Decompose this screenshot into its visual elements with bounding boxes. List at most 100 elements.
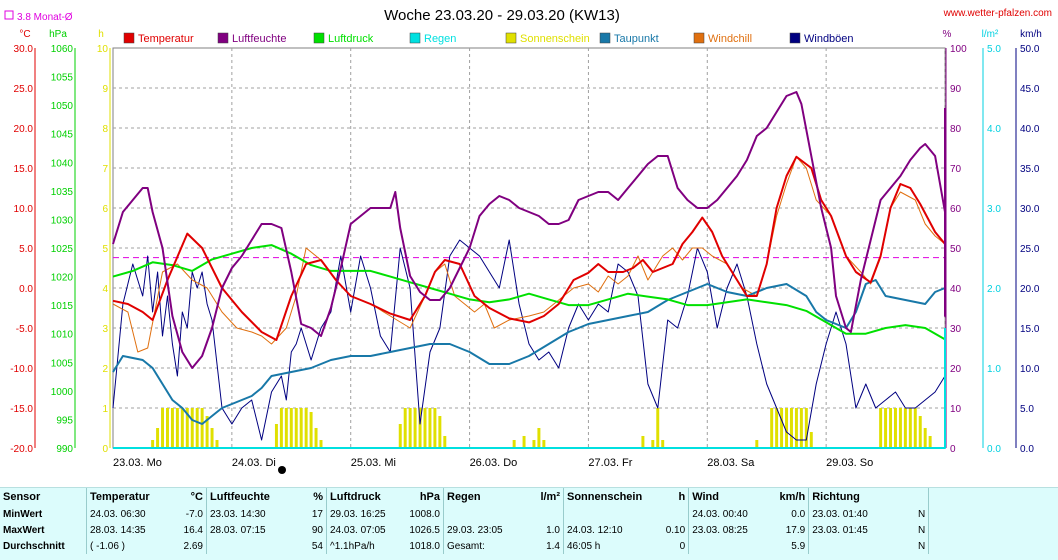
hpa-tick-label: 1035 — [51, 187, 74, 198]
rain-tick-label: 3.0 — [987, 204, 1001, 215]
sunshine-bar — [428, 408, 432, 448]
sunshine-bar — [408, 408, 412, 448]
chart-grid — [112, 47, 946, 449]
cell — [520, 506, 564, 522]
cell: 0.10 — [665, 524, 686, 536]
temp-tick-label: -20.0 — [10, 444, 33, 455]
sunshine-bar — [532, 440, 536, 448]
plot-area — [112, 91, 946, 449]
sun-tick-label: 5 — [102, 244, 108, 255]
sunshine-bar — [893, 408, 897, 448]
hpa-tick-label: 995 — [56, 415, 73, 426]
sunshine-bar — [165, 408, 169, 448]
sunshine-bar — [433, 408, 437, 448]
sunshine-bar — [190, 408, 194, 448]
day-label: 26.03. Do — [470, 457, 518, 469]
cell — [688, 538, 766, 554]
temp-tick-label: -5.0 — [16, 324, 34, 335]
legend-label-taupunkt: Taupunkt — [614, 33, 659, 45]
row-label: Durchschnitt — [3, 540, 65, 552]
cell: 0.0 — [791, 508, 806, 520]
sunshine-bar — [537, 428, 541, 448]
luftdruck-line — [112, 244, 946, 358]
cell: 1.4 — [546, 540, 560, 552]
legend-label-windboeen: Windböen — [804, 33, 854, 45]
sunshine-bar — [398, 424, 402, 448]
temp-unit-label: °C — [19, 29, 30, 40]
sunshine-bar — [908, 408, 912, 448]
wind-tick-label: 15.0 — [1020, 324, 1040, 335]
sun-tick-label: 6 — [102, 204, 108, 215]
cell — [206, 538, 283, 554]
hpa-tick-label: 1030 — [51, 215, 74, 226]
hum-tick-label: 90 — [950, 84, 962, 95]
hdr-rain-unit: l/m² — [540, 491, 560, 503]
legend-swatch-sonnenschein — [505, 32, 517, 44]
sunshine-bar — [542, 440, 546, 448]
cell — [808, 538, 886, 554]
hdr-sun: Sonnenschein — [563, 488, 646, 506]
cell: 24.03. 00:40 — [688, 506, 766, 522]
cell-end — [928, 506, 936, 522]
cell: 24.03. 07:05 — [326, 522, 399, 538]
wind-tick-label: 20.0 — [1020, 284, 1040, 295]
day-label: 29.03. So — [826, 457, 873, 469]
hum-tick-label: 60 — [950, 204, 962, 215]
sun-tick-label: 8 — [102, 124, 108, 135]
sunshine-bar — [294, 408, 298, 448]
sunshine-bar — [804, 408, 808, 448]
monat-label: 3.8 Monat-Ø — [17, 12, 73, 23]
cell: 90 — [311, 524, 323, 536]
sunshine-bar — [884, 408, 888, 448]
temp-tick-label: -10.0 — [10, 364, 33, 375]
sunshine-bar — [403, 408, 407, 448]
site-link[interactable]: www.wetter-pfalzen.com — [943, 8, 1052, 19]
hum-tick-label: 0 — [950, 444, 956, 455]
sun-unit-label: h — [98, 29, 104, 40]
sunshine-bar — [443, 436, 447, 448]
temp-tick-label: 25.0 — [14, 84, 34, 95]
legend-swatch-temperatur — [123, 32, 135, 44]
hdr-hum-unit: % — [313, 491, 323, 503]
sunshine-bar — [656, 408, 660, 448]
hdr-dir-spacer — [885, 488, 929, 506]
hpa-tick-label: 1060 — [51, 44, 74, 55]
hum-tick-label: 80 — [950, 124, 962, 135]
hdr-dir: Richtung — [808, 488, 886, 506]
sunshine-bar — [913, 408, 917, 448]
cell: N — [917, 508, 926, 520]
weather-chart: 23.03. Mo 24.03. Di 25.03. Mi 26.03. Do 27.0… — [4, 7, 1052, 474]
sunshine-bar — [195, 408, 199, 448]
sunshine-bar — [314, 428, 318, 448]
stats-row-avg: Durchschnitt ( -1.06 ) 2.69 54 ^1.1hPa/h… — [0, 538, 936, 554]
rain-unit-label: l/m² — [982, 29, 999, 40]
temp-tick-label: 0.0 — [19, 284, 33, 295]
cell: 23.03. 01:45 — [808, 522, 886, 538]
hum-tick-label: 30 — [950, 324, 962, 335]
luftfeuchte-line — [112, 91, 946, 369]
hdr-sensor: Sensor — [3, 491, 41, 503]
hdr-wind: Wind — [688, 488, 766, 506]
sun-tick-label: 10 — [97, 44, 109, 55]
stats-header-row: Sensor Temperatur °C Luftfeuchte % Luftd… — [0, 488, 936, 506]
sunshine-bar — [923, 428, 927, 448]
sun-tick-label: 4 — [102, 284, 108, 295]
hum-tick-label: 100 — [950, 44, 967, 55]
wind-tick-label: 10.0 — [1020, 364, 1040, 375]
cell: 23.03. 08:25 — [688, 522, 766, 538]
day-label: 27.03. Fr — [588, 457, 632, 469]
sunshine-bar — [903, 408, 907, 448]
hum-tick-label: 70 — [950, 164, 962, 175]
sunshine-bar — [156, 428, 160, 448]
sunshine-bar — [289, 408, 293, 448]
statistics-panel: Sensor Temperatur °C Luftfeuchte % Luftd… — [0, 487, 1058, 560]
hpa-tick-label: 1025 — [51, 244, 74, 255]
rain-tick-label: 2.0 — [987, 284, 1001, 295]
cell: 24.03. 12:10 — [563, 522, 646, 538]
cell — [443, 506, 520, 522]
sunshine-bar — [641, 436, 645, 448]
cell: 5.9 — [791, 540, 806, 552]
sunshine-bar — [918, 416, 922, 448]
day-label: 25.03. Mi — [351, 457, 396, 469]
sunshine-bar — [770, 408, 774, 448]
